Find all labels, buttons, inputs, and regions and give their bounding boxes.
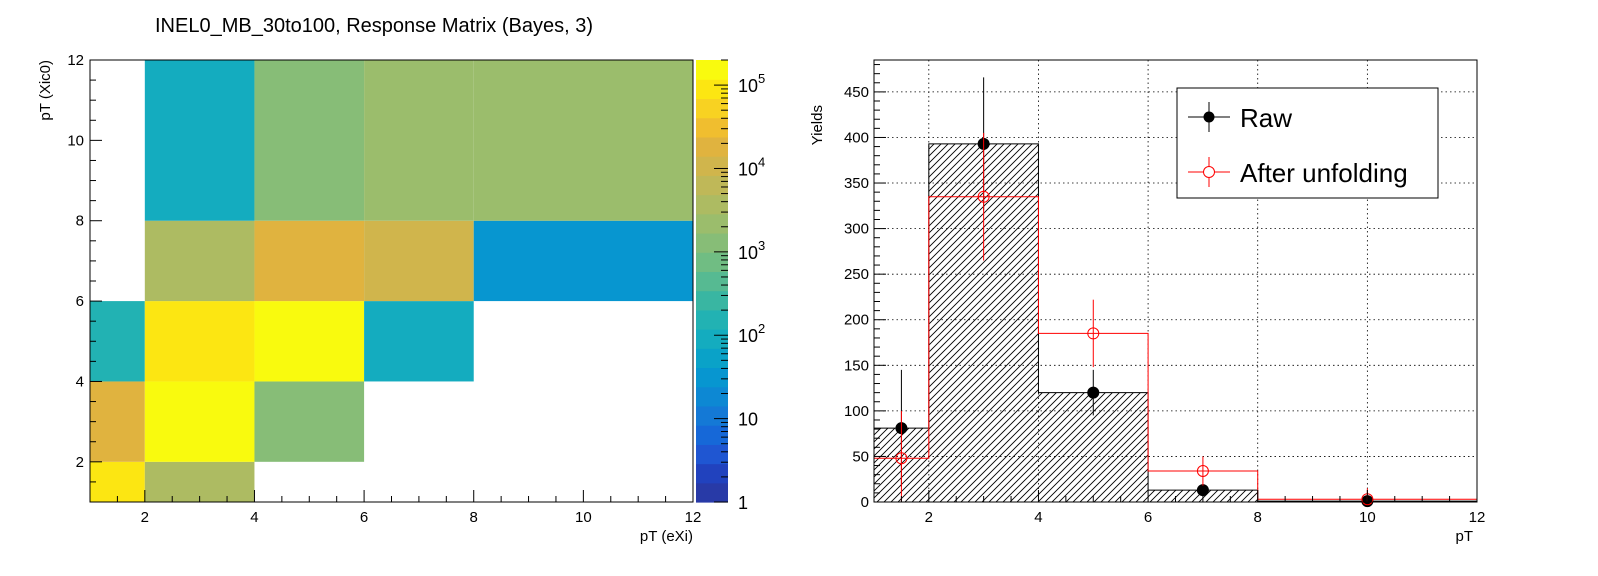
colorbar-tick-label: 10	[738, 410, 758, 430]
unfolded-point	[1087, 327, 1100, 340]
yields-y-tick-label: 250	[844, 266, 869, 283]
colorbar-band	[696, 156, 728, 176]
heatmap-cell	[364, 60, 474, 221]
heatmap-y-tick-label: 10	[67, 132, 84, 149]
heatmap-x-tick-label: 12	[685, 509, 702, 526]
colorbar-tick-label: 103	[738, 238, 765, 263]
colorbar-tick-label: 104	[738, 154, 765, 179]
unfolded-point	[977, 190, 990, 203]
yields-y-tick-label: 0	[861, 494, 869, 511]
legend-raw-marker	[1203, 111, 1215, 123]
heatmap-y-tick-label: 8	[76, 213, 84, 230]
colorbar-band	[696, 405, 728, 426]
heatmap-cell	[364, 301, 474, 382]
yields-ylabel: Yields	[809, 105, 826, 145]
heatmap-cells	[90, 60, 693, 502]
heatmap-x-tick-label: 2	[141, 509, 149, 526]
heatmap-cell	[144, 220, 255, 302]
colorbar: 1 10 102 103 104 105	[696, 59, 765, 513]
yields-x-tick-label: 8	[1254, 509, 1262, 526]
colorbar-band	[696, 386, 728, 407]
heatmap-cell	[473, 60, 693, 221]
colorbar-band	[696, 175, 728, 196]
colorbar-band	[696, 136, 728, 157]
heatmap-x-tick-label: 10	[575, 509, 592, 526]
heatmap-cell	[144, 381, 255, 462]
heatmap-y-tick-label: 2	[76, 454, 84, 471]
yields-x-tick-label: 4	[1034, 509, 1042, 526]
heatmap-cell	[144, 301, 255, 382]
heatmap-x-tick-label: 8	[470, 509, 478, 526]
heatmap-cell	[254, 301, 365, 382]
colorbar-band	[696, 425, 728, 445]
legend: Raw After unfolding	[1176, 87, 1439, 199]
heatmap-cell	[144, 461, 255, 502]
heatmap-y-tick-label: 6	[76, 293, 84, 310]
heatmap-cell	[90, 301, 145, 382]
colorbar-band	[696, 367, 728, 388]
colorbar-band	[696, 117, 728, 138]
heatmap-cell	[254, 381, 365, 462]
yields-y-tick-label: 450	[844, 84, 869, 101]
colorbar-band	[696, 232, 728, 253]
heatmap-x-tick-label: 4	[250, 509, 258, 526]
yields-x-tick-label: 2	[925, 509, 933, 526]
heatmap-title: INEL0_MB_30to100, Response Matrix (Bayes…	[155, 15, 593, 37]
yields-points	[895, 77, 1374, 508]
heatmap-cell	[254, 60, 365, 221]
colorbar-band	[696, 252, 728, 272]
heatmap-xlabel: pT (eXi)	[640, 528, 693, 545]
heatmap-x-tick-label: 6	[360, 509, 368, 526]
colorbar-band	[696, 290, 728, 311]
unfolded-point	[1196, 465, 1209, 478]
yields-y-tick-label: 50	[852, 448, 869, 465]
yields-xlabel: pT	[1455, 528, 1473, 545]
colorbar-band	[696, 348, 728, 369]
colorbar-tick-label: 1	[738, 493, 748, 513]
colorbar-tick-label: 102	[738, 321, 765, 346]
colorbar-band	[696, 482, 728, 503]
legend-unfold-label: After unfolding	[1240, 158, 1408, 188]
yields-y-tick-label: 350	[844, 175, 869, 192]
unfolded-point	[895, 452, 908, 465]
legend-raw-label: Raw	[1240, 103, 1292, 133]
colorbar-band	[696, 463, 728, 484]
yields-x-tick-label: 12	[1469, 509, 1486, 526]
legend-box	[1176, 87, 1439, 199]
yields-y-tick-label: 150	[844, 357, 869, 374]
yields-axes: 2 4 6 8 10 12 0 50 100 150 200 250 300 350 400 450	[844, 64, 1486, 526]
raw-point	[1196, 484, 1209, 497]
colorbar-band	[696, 271, 728, 292]
heatmap-cell	[90, 461, 145, 502]
legend-unfold-marker	[1203, 166, 1215, 178]
heatmap-cell	[254, 220, 365, 302]
heatmap-y-tick-label: 12	[67, 52, 84, 69]
yields-y-tick-label: 200	[844, 312, 869, 329]
colorbar-band	[696, 213, 728, 234]
yields-y-tick-label: 300	[844, 221, 869, 238]
colorbar-tick-label: 105	[738, 71, 765, 96]
raw-point	[1087, 386, 1100, 399]
heatmap-ylabel: pT (Xic0)	[37, 60, 54, 121]
yields-y-tick-label: 400	[844, 129, 869, 146]
colorbar-band	[696, 444, 728, 465]
heatmap-cell	[364, 220, 474, 302]
yields-panel: 2 4 6 8 10 12 0 50 100 150 200 250 300 350 400 450 pT Y…	[809, 59, 1486, 545]
heatmap-cell	[144, 60, 255, 221]
yields-y-tick-label: 100	[844, 403, 869, 420]
heatmap-axes: 2 4 6 8 10 12 2 4 6 8 10 12	[67, 52, 701, 526]
colorbar-band	[696, 309, 728, 330]
heatmap-panel: INEL0_MB_30to100, Response Matrix (Bayes…	[37, 15, 765, 545]
colorbar-band	[696, 79, 728, 100]
heatmap-cell	[473, 220, 693, 302]
heatmap-cell	[90, 381, 145, 462]
yields-x-tick-label: 10	[1359, 509, 1376, 526]
heatmap-y-tick-label: 4	[76, 373, 84, 390]
colorbar-band	[696, 329, 728, 349]
colorbar-band	[696, 60, 728, 80]
yields-x-tick-label: 6	[1144, 509, 1152, 526]
colorbar-band	[696, 98, 728, 119]
colorbar-band	[696, 194, 728, 215]
